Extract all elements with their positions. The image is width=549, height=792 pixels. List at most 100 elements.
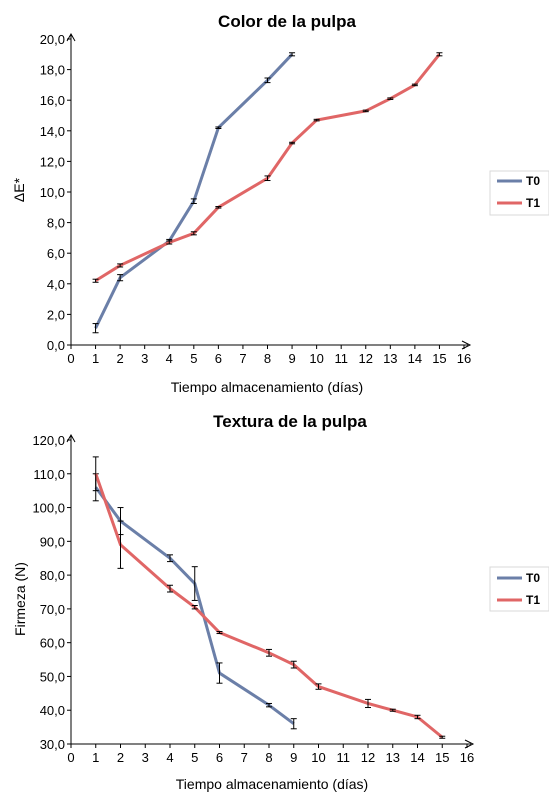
chart-title: Color de la pulpa <box>218 12 356 31</box>
error-bar <box>117 263 124 268</box>
x-tick-label: 13 <box>383 351 397 366</box>
error-bar <box>264 175 271 182</box>
error-bar <box>365 698 371 709</box>
y-tick-label: 0,0 <box>47 338 65 353</box>
x-axis-label: Tiempo almacenamiento (días) <box>171 379 363 395</box>
x-tick-label: 14 <box>410 750 424 765</box>
error-bar <box>387 97 394 100</box>
legend-box <box>489 170 549 216</box>
legend-label-t0: T0 <box>526 571 540 585</box>
error-bar <box>389 708 396 712</box>
x-tick-label: 11 <box>337 750 351 765</box>
x-tick-label: 11 <box>334 351 348 366</box>
y-tick-label: 14,0 <box>40 124 65 139</box>
y-tick-label: 16,0 <box>40 93 65 108</box>
y-tick-label: 6,0 <box>47 246 65 261</box>
texture-chart-svg: Textura de la pulpa 0 1 2 3 4 5 6 7 8 9 10 11 12 13 14… <box>12 412 549 792</box>
x-tick-label: 3 <box>142 750 149 765</box>
y-tick-label: 100,0 <box>32 501 65 516</box>
y-tick-label: 70,0 <box>40 602 65 617</box>
y-tick-label: 18,0 <box>40 63 65 78</box>
legend-label-t1: T1 <box>526 196 540 210</box>
color-chart: Color de la pulpa 0 1 2 3 4 5 6 7 8 9 10 11 12 13 14 15… <box>11 12 549 395</box>
chart-title: Textura de la pulpa <box>213 412 367 431</box>
error-bar <box>92 323 99 334</box>
x-tick-label: 13 <box>386 750 400 765</box>
y-tick-label: 90,0 <box>40 534 65 549</box>
y-tick-label: 120,0 <box>32 433 65 448</box>
series-line-t0 <box>94 53 294 329</box>
error-bar <box>313 118 320 122</box>
x-tick-label: 16 <box>457 351 471 366</box>
x-tick-label: 0 <box>67 351 74 366</box>
y-tick-label: 50,0 <box>40 669 65 684</box>
x-tick-label: 4 <box>166 351 173 366</box>
color-chart-svg: Color de la pulpa 0 1 2 3 4 5 6 7 8 9 10 11 12 13 14 15… <box>11 12 549 395</box>
error-bar <box>167 554 173 563</box>
error-bar <box>191 605 198 610</box>
error-bar <box>315 683 322 690</box>
x-tick-label: 9 <box>288 351 295 366</box>
x-tick-label: 6 <box>215 351 222 366</box>
error-bar <box>117 274 124 282</box>
x-tick-label: 14 <box>408 351 422 366</box>
x-tick-label: 5 <box>190 351 197 366</box>
x-tick-label: 1 <box>92 750 99 765</box>
x-axis-arrow <box>464 739 475 749</box>
x-tick-label: 2 <box>117 750 124 765</box>
legend-box <box>489 566 549 612</box>
y-tick-label: 8,0 <box>47 216 65 231</box>
error-bar <box>167 584 173 593</box>
y-tick-label: 110,0 <box>33 467 65 482</box>
error-bar <box>215 126 222 130</box>
error-bar <box>92 456 99 492</box>
x-tick-label: 7 <box>241 750 248 765</box>
error-bar <box>166 240 173 245</box>
x-tick-label: 4 <box>166 750 173 765</box>
y-axis-label: Firmeza (N) <box>12 562 28 636</box>
y-tick-label: 20,0 <box>40 32 65 47</box>
error-bar <box>289 141 296 145</box>
error-bar <box>190 231 197 236</box>
y-tick-label: 30,0 <box>40 737 65 752</box>
x-axis-label: Tiempo almacenamiento (días) <box>176 776 368 792</box>
error-bar <box>436 52 443 57</box>
error-bar <box>439 735 446 739</box>
y-tick-label: 40,0 <box>40 703 65 718</box>
error-bar <box>362 109 369 113</box>
x-tick-label: 12 <box>359 351 373 366</box>
y-tick-label: 12,0 <box>40 154 65 169</box>
error-bar <box>190 198 197 204</box>
error-bar <box>117 520 124 569</box>
plot-area: 0 1 2 3 4 5 6 7 8 9 10 11 12 13 14 15 1630,040,050,060,0… <box>32 433 474 765</box>
legend-label-t1: T1 <box>526 593 540 607</box>
x-tick-label: 0 <box>67 750 74 765</box>
x-tick-label: 8 <box>264 351 271 366</box>
y-tick-label: 4,0 <box>47 277 65 292</box>
series-line-t1 <box>94 53 441 283</box>
y-tick-label: 80,0 <box>40 568 65 583</box>
x-tick-label: 9 <box>290 750 297 765</box>
error-bar <box>290 660 297 669</box>
texture-chart: Textura de la pulpa 0 1 2 3 4 5 6 7 8 9 10 11 12 13 14… <box>0 400 549 792</box>
error-bar <box>216 662 223 684</box>
x-tick-label: 5 <box>191 750 198 765</box>
error-bar <box>411 83 418 87</box>
x-tick-label: 12 <box>361 750 375 765</box>
x-tick-label: 10 <box>309 351 323 366</box>
plot-area: 0 1 2 3 4 5 6 7 8 9 10 11 12 13 14 15 160,02,04,06,08,01… <box>40 32 472 366</box>
x-tick-label: 2 <box>117 351 124 366</box>
x-tick-label: 3 <box>141 351 148 366</box>
error-bar <box>92 278 99 283</box>
y-tick-label: 2,0 <box>47 307 65 322</box>
x-tick-label: 7 <box>239 351 246 366</box>
x-tick-label: 6 <box>216 750 223 765</box>
error-bar <box>266 702 272 708</box>
x-axis-arrow <box>461 340 472 350</box>
x-tick-label: 16 <box>460 750 474 765</box>
y-tick-label: 60,0 <box>40 636 65 651</box>
x-tick-label: 15 <box>435 750 449 765</box>
error-bar <box>290 718 297 730</box>
error-bar <box>289 52 296 57</box>
x-tick-label: 1 <box>92 351 99 366</box>
